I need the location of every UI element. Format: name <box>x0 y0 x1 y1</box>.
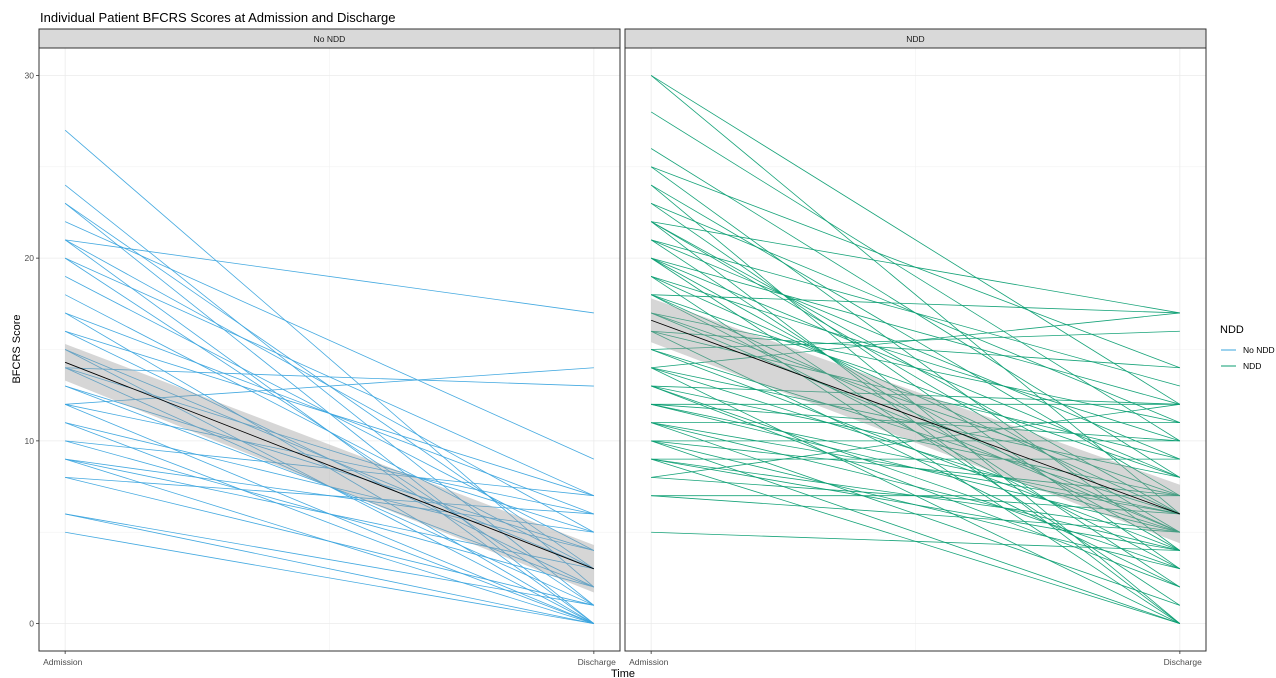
patient-line-no-ndd-33 <box>65 477 594 606</box>
x-axis-title: Time <box>611 668 635 678</box>
patient-line-ndd-64 <box>650 221 1181 624</box>
patient-line-ndd-1 <box>650 75 1181 405</box>
facet-strip-label-no-ndd: No NDD <box>314 34 346 44</box>
patient-line-ndd-59 <box>651 495 1180 533</box>
chart-title: Individual Patient BFCRS Scores at Admis… <box>40 10 396 25</box>
patient-line-ndd-36 <box>651 367 1180 533</box>
y-tick-label-10: 10 <box>25 436 35 446</box>
trend-confidence-band-ndd <box>651 298 1180 544</box>
patient-line-no-ndd-36 <box>65 531 594 624</box>
patient-line-no-ndd-34 <box>65 513 594 606</box>
facet-panels: No NDD Admission Discharge 0 10 20 30 NDD Admiss… <box>25 28 1207 667</box>
patient-line-no-ndd-22 <box>65 367 594 405</box>
patient-line-ndd-29 <box>651 330 1180 369</box>
legend-label-no-ndd: No NDD <box>1243 345 1275 355</box>
patient-line-ndd-56 <box>651 403 1180 478</box>
patient-line-ndd-40 <box>651 385 1180 570</box>
facet-no-ndd: No NDD Admission Discharge 0 10 20 30 <box>25 28 621 667</box>
patient-line-ndd-62 <box>651 385 1180 588</box>
trend-line-no-ndd <box>64 361 595 570</box>
patient-line-no-ndd-23 <box>65 403 594 515</box>
patient-line-no-ndd-18 <box>65 367 594 387</box>
facet-ndd: NDD Admission Discharge <box>624 28 1207 667</box>
patient-line-no-ndd-35 <box>65 513 594 624</box>
patient-line-no-ndd-14 <box>65 330 594 497</box>
patient-line-no-ndd-19 <box>65 367 594 533</box>
legend-title: NDD <box>1220 324 1244 336</box>
patient-line-ndd-50 <box>651 440 1180 497</box>
legend: NDD No NDD NDD <box>1220 324 1275 371</box>
patient-line-ndd-60 <box>651 531 1180 551</box>
patient-line-ndd-38 <box>651 385 1180 405</box>
panel-border-ndd <box>624 47 1207 652</box>
patient-line-ndd-61 <box>651 330 1180 350</box>
patient-line-no-ndd-5 <box>64 221 595 460</box>
patient-line-ndd-11 <box>651 221 1180 314</box>
trend-confidence-band-no-ndd <box>65 344 594 593</box>
patient-line-ndd-63 <box>650 257 1181 478</box>
x-tick-label-discharge: Discharge <box>578 657 617 667</box>
patient-line-ndd-65 <box>650 294 1181 533</box>
patient-line-no-ndd-25 <box>65 422 594 551</box>
facet-strip-label-ndd: NDD <box>906 34 924 44</box>
patient-line-no-ndd-1 <box>64 129 595 588</box>
legend-label-ndd: NDD <box>1243 361 1261 371</box>
patient-line-ndd-66 <box>651 440 1180 624</box>
panel-border-no-ndd <box>38 47 621 652</box>
y-tick-label-30: 30 <box>25 70 35 80</box>
patient-line-ndd-23 <box>651 294 1180 314</box>
x-tick-label-discharge: Discharge <box>1164 657 1203 667</box>
patient-line-ndd-13 <box>650 221 1181 533</box>
x-tick-label-admission: Admission <box>43 657 82 667</box>
patient-line-no-ndd-2 <box>64 184 595 606</box>
x-tick-label-admission: Admission <box>629 657 668 667</box>
y-tick-label-0: 0 <box>29 619 34 629</box>
trend-line-ndd <box>650 319 1181 515</box>
patient-line-no-ndd-6 <box>65 239 594 314</box>
patient-line-no-ndd-32 <box>65 477 594 515</box>
patient-line-no-ndd-29 <box>65 458 594 570</box>
y-tick-label-20: 20 <box>25 253 35 263</box>
patient-line-ndd-54 <box>651 458 1180 551</box>
patient-line-no-ndd-38 <box>64 294 595 570</box>
patient-line-ndd-24 <box>651 294 1180 478</box>
patient-line-ndd-20 <box>651 276 1180 442</box>
y-axis-title: BFCRS Score <box>11 314 23 383</box>
patient-line-ndd-17 <box>651 257 1180 405</box>
